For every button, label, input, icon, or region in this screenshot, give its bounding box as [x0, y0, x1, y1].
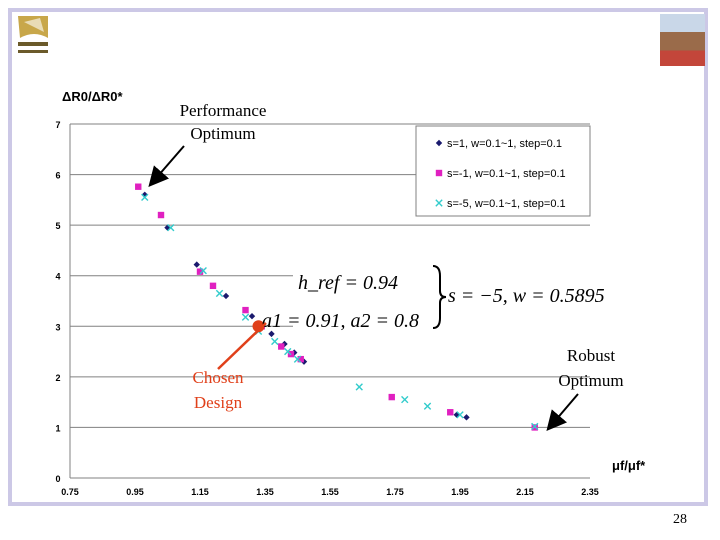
performance-optimum-annotation: Performance Optimum	[148, 101, 267, 188]
data-point	[531, 424, 538, 431]
y-tick-label: 4	[55, 272, 60, 282]
x-tick-label: 1.55	[321, 487, 339, 497]
legend-label: s=-1, w=0.1~1, step=0.1	[447, 168, 566, 180]
y-axis-label: ΔR0/ΔR0*	[62, 89, 124, 104]
y-tick-label: 5	[55, 221, 60, 231]
data-point	[215, 289, 224, 298]
data-point	[196, 268, 204, 275]
data-point	[278, 343, 285, 350]
data-point	[248, 312, 256, 320]
data-point	[241, 313, 250, 321]
x-tick-label: 1.95	[451, 487, 469, 497]
x-axis-label: μf/μf*	[612, 458, 646, 473]
chosen-pointer-line	[217, 322, 267, 370]
data-point	[284, 347, 292, 356]
x-tick-label: 1.35	[256, 487, 274, 497]
robust-optimum-line1: Robust	[567, 346, 615, 365]
data-point	[167, 223, 175, 232]
data-point	[447, 409, 454, 416]
x-tick-label: 0.75	[61, 487, 79, 497]
x-tick-label: 2.15	[516, 487, 534, 497]
data-point	[293, 355, 302, 363]
data-point	[209, 282, 217, 290]
data-point	[456, 411, 464, 419]
x-tick-label: 1.75	[386, 487, 404, 497]
data-point	[157, 211, 165, 219]
equation-block: h_ref = 0.94 a1 = 0.91, a2 = 0.8 s = −5,…	[262, 265, 605, 332]
data-point	[453, 411, 460, 418]
x-tick-label: 0.95	[126, 487, 144, 497]
data-point	[297, 355, 304, 363]
chosen-design-point	[252, 320, 265, 333]
y-tick-label: 7	[55, 120, 60, 130]
slide-number: 28	[673, 512, 687, 527]
x-tick-label: 2.35	[581, 487, 599, 497]
performance-optimum-line2: Optimum	[190, 124, 255, 143]
robust-optimum-annotation: Robust Optimum	[546, 346, 624, 432]
tick-labels: 0 1 2 3 4 5 6 7 0.75 0.95 1.15 1.35 1.55 1.75 1.95 2.15…	[55, 120, 598, 497]
slide-frame	[8, 8, 708, 506]
robust-optimum-line2: Optimum	[558, 371, 623, 390]
brace-icon	[432, 265, 447, 329]
data-point	[388, 393, 395, 401]
legend-marker	[435, 139, 443, 147]
equation-s-w: s = −5, w = 0.5895	[448, 285, 605, 307]
legend-marker	[435, 199, 443, 207]
legend-label: s=-5, w=0.1~1, step=0.1	[447, 198, 566, 210]
arrow-icon	[148, 145, 185, 188]
equation-a-values: a1 = 0.91, a2 = 0.8	[262, 310, 419, 332]
data-point	[463, 414, 470, 421]
y-tick-label: 0	[55, 474, 60, 484]
arrow-icon	[546, 393, 579, 432]
data-point	[135, 183, 142, 190]
data-point	[271, 337, 279, 346]
campus-photo	[660, 14, 705, 66]
chosen-design-line1: Chosen	[193, 368, 245, 387]
chosen-design-annotation: Chosen Design	[193, 322, 267, 412]
y-tick-label: 2	[55, 373, 60, 383]
data-point	[531, 422, 539, 431]
data-point	[242, 306, 249, 314]
data-point	[199, 266, 207, 275]
data-point	[268, 330, 275, 338]
equation-href: h_ref = 0.94	[298, 272, 398, 294]
data-point	[355, 383, 363, 391]
data-point	[423, 402, 432, 410]
y-tick-label: 6	[55, 171, 60, 181]
data-point	[401, 395, 409, 404]
oakland-university-logo	[14, 12, 54, 62]
data-point	[141, 193, 149, 202]
axes	[69, 124, 590, 479]
y-tick-label: 3	[55, 322, 60, 332]
y-tick-label: 1	[55, 423, 60, 433]
legend-label: s=1, w=0.1~1, step=0.1	[447, 138, 562, 150]
chosen-design-line2: Design	[194, 393, 243, 412]
data-point	[222, 292, 230, 300]
performance-optimum-line1: Performance	[180, 101, 267, 120]
data-point	[193, 261, 200, 268]
x-tick-label: 1.15	[191, 487, 209, 497]
legend-marker	[435, 169, 443, 177]
legend: s=1, w=0.1~1, step=0.1 s=-1, w=0.1~1, ste…	[415, 125, 591, 217]
